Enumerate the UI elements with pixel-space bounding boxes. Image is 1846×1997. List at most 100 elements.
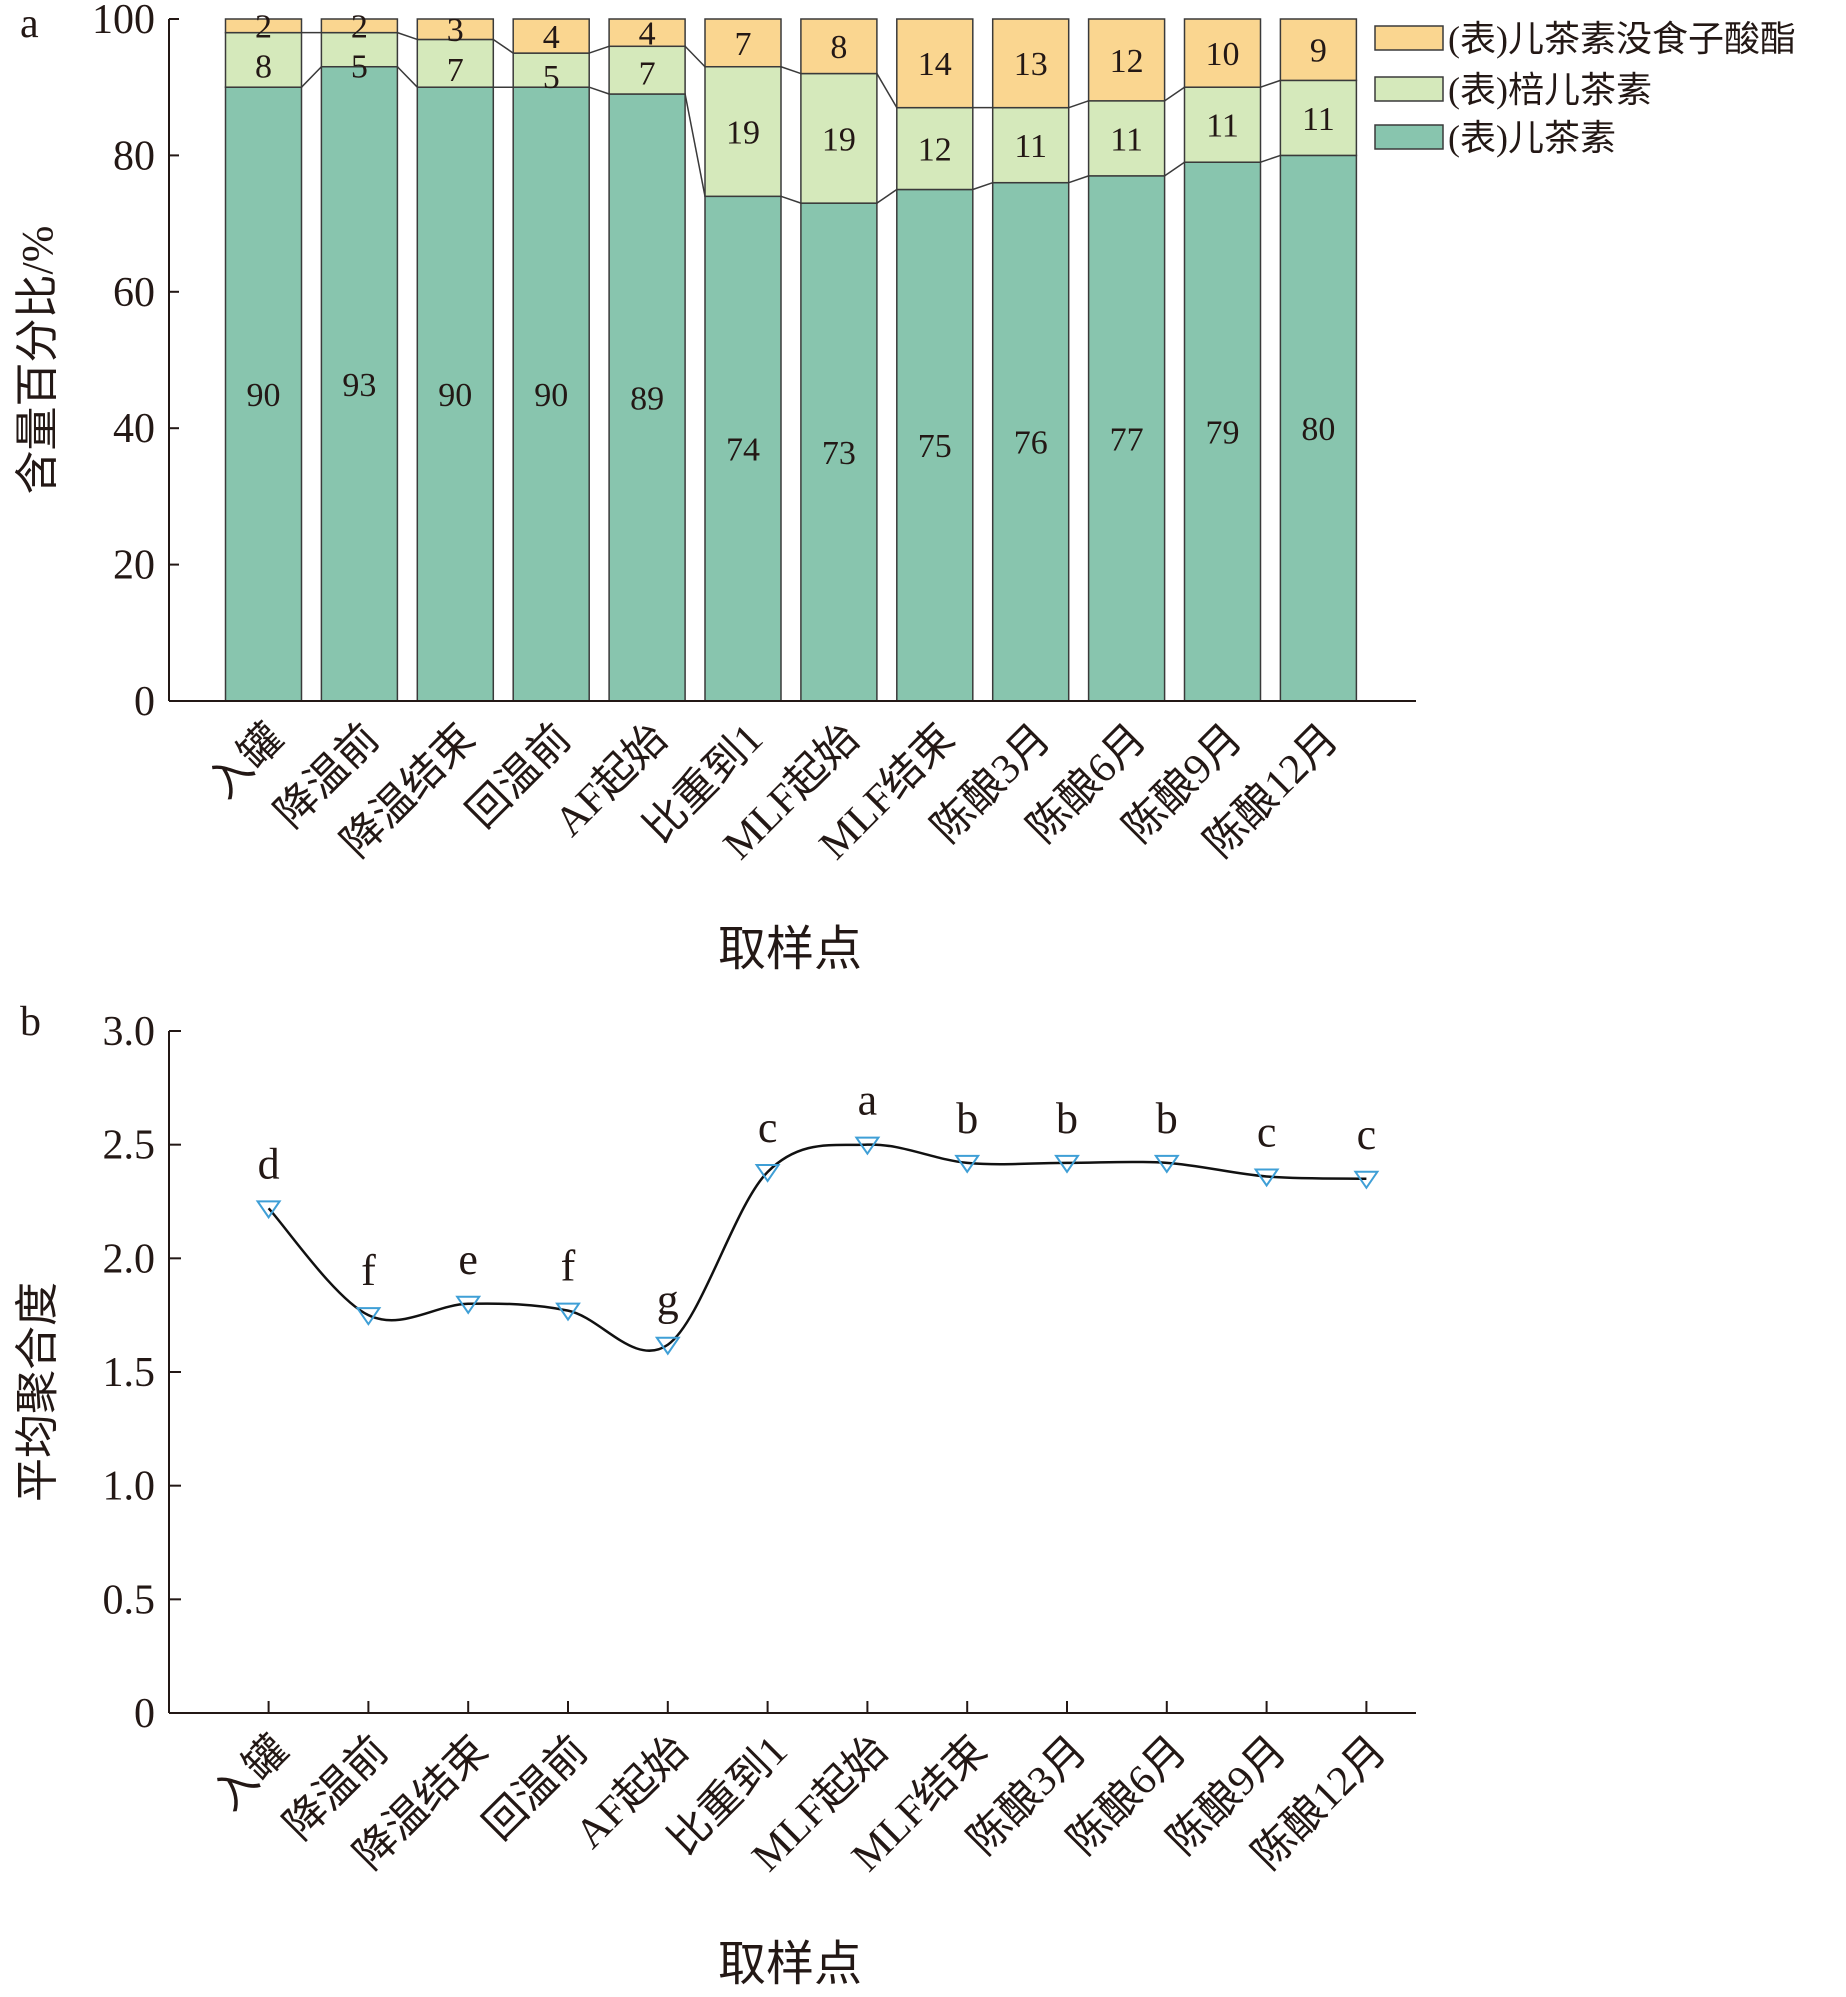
bar-data-label: 73 xyxy=(822,435,856,472)
bar-data-label: 5 xyxy=(543,59,560,96)
connector-line xyxy=(588,86,610,95)
significance-letter: c xyxy=(758,1103,778,1152)
bar-segment xyxy=(1279,18,1358,82)
bar-segment xyxy=(320,31,399,68)
bar-data-label: 11 xyxy=(1110,121,1143,158)
bar-data-label: 8 xyxy=(830,29,847,66)
connector-line xyxy=(1164,86,1185,102)
bar-data-label: 79 xyxy=(1206,415,1240,452)
connector-line xyxy=(396,66,418,88)
connector-line xyxy=(876,188,898,204)
significance-letter: b xyxy=(956,1094,978,1143)
bar-segment xyxy=(1087,18,1166,102)
bar-data-label: 80 xyxy=(1301,411,1335,448)
bar-data-label: 11 xyxy=(1302,101,1335,138)
significance-letter: c xyxy=(1357,1110,1377,1159)
bar-segment xyxy=(896,18,974,109)
bar-segment xyxy=(1279,154,1358,702)
data-point-marker xyxy=(954,1154,981,1174)
bar-segment xyxy=(608,18,686,48)
bar-data-label: 12 xyxy=(1110,43,1144,80)
bar-segment xyxy=(991,106,1070,184)
legend-label: (表)棓儿茶素 xyxy=(1448,70,1652,110)
legend-swatch xyxy=(1374,25,1444,51)
legend-swatch xyxy=(1374,124,1444,150)
bar-data-label: 19 xyxy=(822,121,856,158)
connector-line xyxy=(972,181,993,191)
y-tick-label: 0 xyxy=(134,679,155,725)
series-line xyxy=(267,1143,1367,1352)
data-point-marker xyxy=(654,1336,681,1356)
bar-data-label: 2 xyxy=(351,9,368,46)
bar-data-label: 12 xyxy=(918,131,952,168)
bar-segment xyxy=(896,188,974,702)
y-tick-label: 2.5 xyxy=(103,1123,156,1169)
bar-data-label: 7 xyxy=(447,52,464,89)
bar-data-label: 2 xyxy=(255,9,272,46)
bar-data-label: 5 xyxy=(351,49,368,86)
bar-segment xyxy=(416,18,495,41)
legend-label: (表)儿茶素没食子酸酯 xyxy=(1448,19,1796,59)
y-tick-label: 0 xyxy=(134,1691,155,1737)
connector-line xyxy=(1164,161,1185,177)
bar-data-label: 11 xyxy=(1206,108,1239,145)
y-tick-label: 80 xyxy=(113,133,155,179)
y-tick-label: 40 xyxy=(113,406,155,452)
bar-segment xyxy=(1183,18,1262,88)
data-point-marker xyxy=(555,1302,581,1322)
bar-data-label: 76 xyxy=(1014,425,1048,462)
bar-segment xyxy=(1087,100,1166,177)
bar-data-label: 90 xyxy=(534,377,568,414)
connector-line xyxy=(1068,175,1089,184)
significance-letter: g xyxy=(657,1276,679,1325)
y-axis-title: 含量百分比/% xyxy=(13,226,62,495)
connector-line xyxy=(300,66,322,88)
x-axis-title: 取样点 xyxy=(718,923,862,976)
data-point-marker xyxy=(754,1163,781,1183)
bar-data-label: 19 xyxy=(726,114,760,151)
bar-segment xyxy=(704,18,782,68)
data-point-marker xyxy=(1253,1168,1280,1188)
x-tick-label: 入罐 xyxy=(206,1728,298,1820)
connector-line xyxy=(397,31,418,41)
bar-data-label: 4 xyxy=(639,16,656,53)
data-point-marker xyxy=(355,1307,382,1326)
bar-segment xyxy=(224,18,303,34)
bar-segment xyxy=(224,86,303,702)
bar-data-label: 14 xyxy=(918,46,952,83)
bar-segment xyxy=(320,65,399,702)
significance-letter: f xyxy=(361,1246,376,1295)
y-tick-label: 3.0 xyxy=(103,1009,156,1055)
connector-line xyxy=(780,66,802,75)
significance-letter: e xyxy=(458,1235,478,1284)
legend-label: (表)儿茶素 xyxy=(1448,118,1616,158)
panel-label: b xyxy=(20,999,41,1045)
bar-segment xyxy=(800,72,878,204)
significance-letter: b xyxy=(1156,1094,1178,1143)
connector-line xyxy=(588,45,610,54)
bar-segment xyxy=(512,18,590,54)
panel-a-stacked-bar-chart: a908293529073905489747419773198751214761… xyxy=(13,0,1796,976)
panel-label: a xyxy=(20,1,39,47)
connector-line xyxy=(684,45,706,68)
data-point-marker xyxy=(1353,1170,1380,1190)
bar-segment xyxy=(512,52,590,88)
bar-segment xyxy=(320,18,399,34)
bar-data-label: 3 xyxy=(447,12,464,49)
bar-data-label: 13 xyxy=(1014,46,1048,83)
bar-segment xyxy=(991,18,1070,109)
connector-line xyxy=(780,195,802,204)
y-tick-label: 0.5 xyxy=(103,1577,156,1623)
bar-data-label: 77 xyxy=(1110,421,1144,458)
significance-letter: a xyxy=(858,1076,878,1125)
data-point-marker xyxy=(1054,1154,1080,1174)
connector-line xyxy=(1260,154,1281,163)
bar-segment xyxy=(704,195,782,702)
legend-swatch xyxy=(1374,76,1444,102)
bar-segment xyxy=(1087,175,1166,702)
connector-line xyxy=(684,93,706,197)
bar-segment xyxy=(224,31,303,88)
significance-letter: f xyxy=(561,1242,576,1291)
bar-data-label: 93 xyxy=(342,367,376,404)
